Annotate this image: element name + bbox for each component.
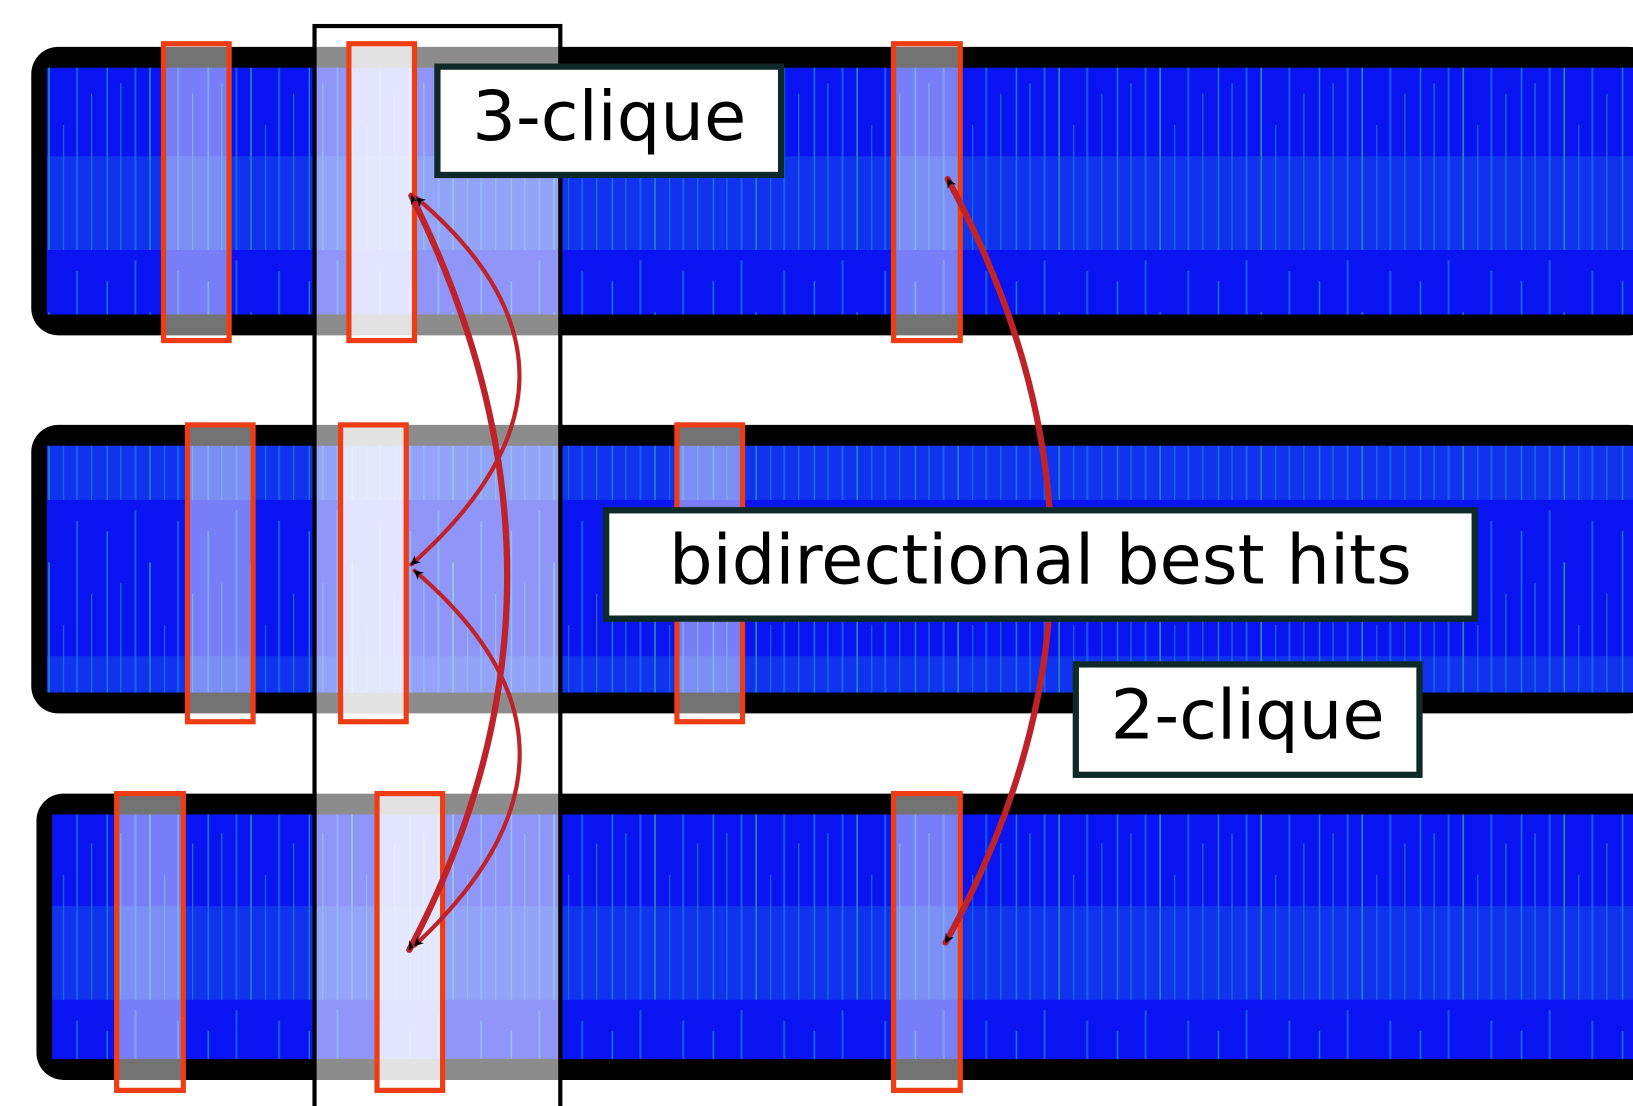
label-bbh: bidirectional best hits [669,520,1412,600]
label-2-clique: 2-clique [1111,676,1385,756]
diagram: 3-clique bidirectional best hits 2-cliqu… [0,0,1633,1106]
label-3-clique: 3-clique [472,77,746,157]
